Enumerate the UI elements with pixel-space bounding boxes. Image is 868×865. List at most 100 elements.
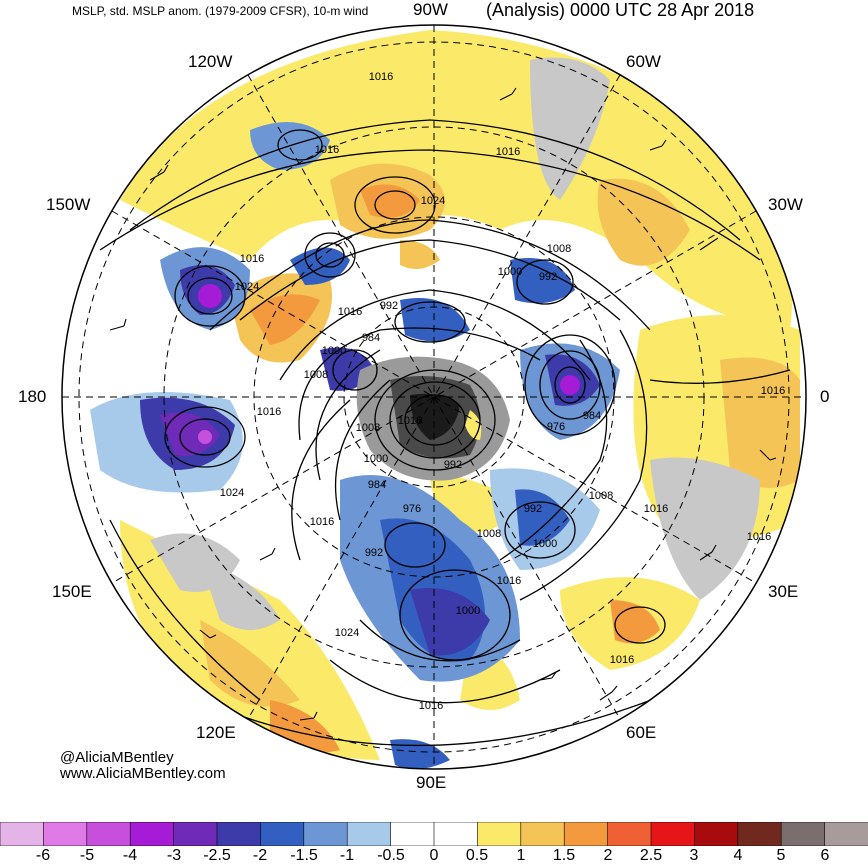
contour-label: 1008 [547,243,571,255]
contour-label: 992 [380,300,398,312]
lon-label-30e: 30E [768,582,799,601]
author-website: www.AliciaMBentley.com [60,765,226,782]
contour-label: 1016 [496,146,520,158]
colorbar-swatch [173,822,218,846]
colorbar-tick: 2 [603,847,613,864]
anomaly-colorbar [0,822,868,846]
contour-label: 976 [403,503,421,515]
contour-label: 1000 [456,605,480,617]
colorbar-swatch [86,822,132,846]
contour-labels: 1016 1016 1016 1024 1016 1024 992 1008 1… [220,71,785,712]
colorbar-swatch [824,822,868,846]
colorbar-swatch [520,822,565,846]
colorbar-tick: -5 [79,847,95,864]
lon-label-180: 180 [18,387,47,406]
polar-map: 1016 1016 1016 1024 1016 1024 992 1008 1… [61,24,807,770]
contour-label: 1016 [610,654,634,666]
colorbar-tick: 5 [776,847,786,864]
contour-label: 984 [368,479,386,491]
lon-label-60e: 60E [626,723,657,742]
colorbar-tick: -2 [252,847,268,864]
contour-label: 1024 [335,627,359,639]
colorbar-swatch [260,822,305,846]
colorbar-swatch [737,822,782,846]
lon-label-60w: 60W [626,52,661,71]
lon-label-120e: 120E [196,723,236,742]
lon-label-90e: 90E [416,773,447,792]
colorbar-swatch [303,822,348,846]
contour-label: 1016 [369,71,393,83]
colorbar-swatch [216,822,262,846]
contour-label: 1024 [220,487,244,499]
colorbar-tick: 1 [516,847,526,864]
colorbar-swatch [607,822,652,846]
chart-title: MSLP, std. MSLP anom. (1979-2009 CFSR), … [72,4,369,18]
lon-label-30w: 30W [768,195,803,214]
contour-label: 1008 [589,490,613,502]
colorbar-tick: 6 [820,847,830,864]
contour-label: 1016 [761,385,785,397]
author-credit: @AliciaMBentley www.AliciaMBentley.com [60,750,226,782]
colorbar-swatch [0,822,45,846]
colorbar-tick: 0 [429,847,439,864]
contour-label: 1008 [477,528,501,540]
contour-label: 1000 [498,266,522,278]
valid-time-label: (Analysis) 0000 UTC 28 Apr 2018 [486,0,755,20]
contour-label: 1016 [240,253,264,265]
colorbar-tick: 4 [733,847,743,864]
map-boundary [61,24,807,770]
colorbar-tick: 0.5 [465,847,489,864]
colorbar-tick: -3 [166,847,182,864]
colorbar-swatch [43,822,88,846]
contour-label: 1016 [747,531,771,543]
contour-label: 1016 [315,144,339,156]
colorbar-tick: -2.5 [203,847,231,864]
colorbar-tick: -4 [122,847,138,864]
contour-label: 1016 [310,516,334,528]
colorbar-swatch [780,822,826,846]
contour-label: 1016 [398,415,422,427]
contour-label: 1000 [322,345,346,357]
colorbar-swatch [390,822,435,846]
contour-label: 984 [362,332,380,344]
contour-label: 1016 [644,503,668,515]
map-disc [62,25,806,769]
lon-label-150e: 150E [52,582,92,601]
colorbar-swatch [477,822,522,846]
contour-label: 984 [583,410,601,422]
contour-label: 992 [444,459,462,471]
colorbar-tick: -1 [339,847,355,864]
contour-label: 976 [547,421,565,433]
contour-label: 1024 [235,281,259,293]
lon-label-0: 0 [820,387,830,406]
colorbar-swatch [129,822,175,846]
colorbar-tick: -1.5 [290,847,318,864]
colorbar-swatch [694,822,739,846]
isobars [99,119,791,747]
lon-label-120w: 120W [188,52,233,71]
contour-label: 992 [365,547,383,559]
negative-anomaly-shading [90,122,620,769]
contour-label: 1000 [533,538,557,550]
contour-label: 1016 [419,700,443,712]
author-handle: @AliciaMBentley [60,749,174,766]
contour-label: 1008 [356,422,380,434]
wind-barbs [109,87,777,721]
colorbar-tick: 3 [689,847,699,864]
colorbar-swatch [563,822,609,846]
contour-label: 1016 [338,306,362,318]
contour-label: 1016 [257,406,281,418]
colorbar-tick: -0.5 [377,847,405,864]
colorbar-swatch [433,822,479,846]
colorbar-tick: 1.5 [552,847,576,864]
lon-label-90w: 90W [413,0,448,19]
colorbar-swatch [650,822,696,846]
colorbar-tick: -6 [35,847,51,864]
lon-label-150w: 150W [46,195,91,214]
land-masks [150,57,760,630]
colorbar-tick: 2.5 [639,847,663,864]
contour-label: 1016 [497,575,521,587]
contour-label: 1008 [304,369,328,381]
contour-label: 992 [524,503,542,515]
graticule [62,25,806,769]
